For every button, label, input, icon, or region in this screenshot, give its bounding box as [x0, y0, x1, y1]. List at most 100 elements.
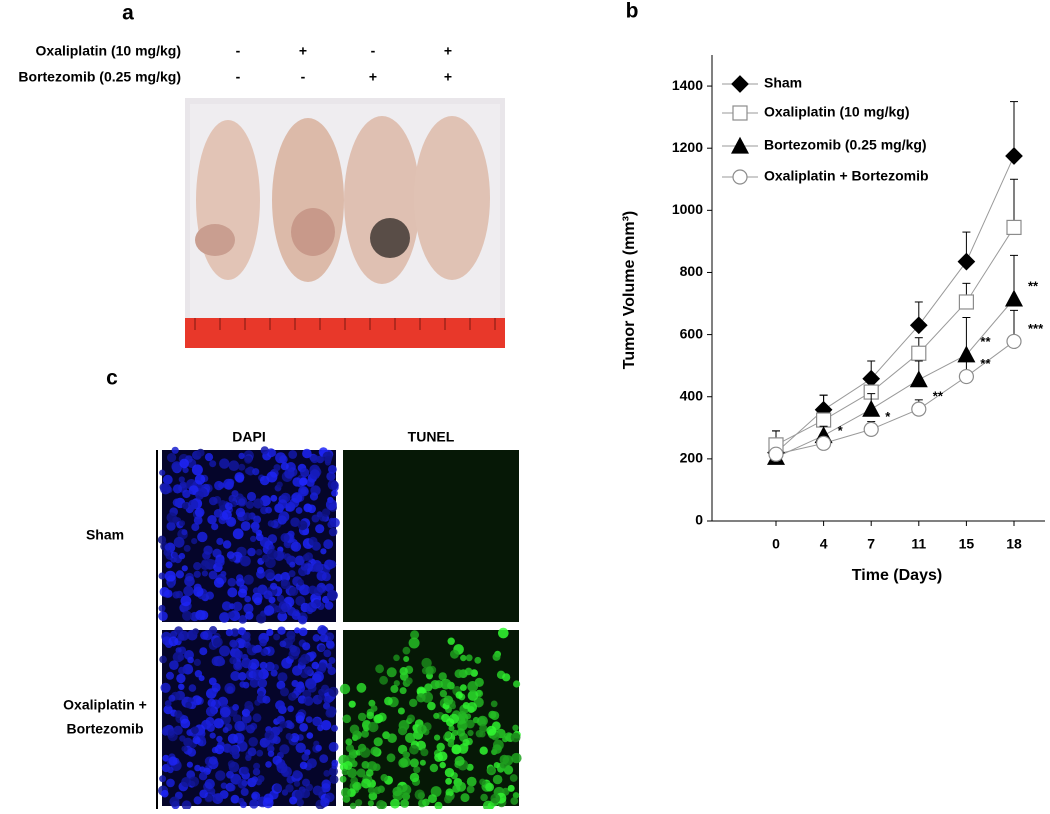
- nucleus: [427, 701, 436, 711]
- nucleus: [274, 573, 283, 582]
- nucleus: [352, 781, 362, 791]
- nucleus: [466, 702, 478, 713]
- nucleus: [277, 626, 286, 635]
- nucleus: [205, 591, 214, 600]
- nucleus: [252, 526, 259, 533]
- nucleus: [167, 581, 175, 589]
- nucleus: [188, 485, 199, 495]
- nucleus: [172, 484, 183, 494]
- marker: [768, 446, 784, 462]
- nucleus: [207, 698, 216, 708]
- nucleus: [256, 749, 264, 757]
- nucleus: [160, 682, 171, 693]
- nucleus: [439, 689, 448, 698]
- nucleus: [361, 730, 369, 738]
- nucleus: [315, 744, 322, 752]
- nucleus: [492, 652, 501, 661]
- nucleus: [399, 728, 406, 735]
- nucleus: [240, 788, 249, 796]
- nucleus: [444, 767, 455, 778]
- marker: [909, 370, 928, 388]
- nucleus: [199, 789, 208, 799]
- nucleus: [179, 735, 186, 742]
- marker: [909, 316, 928, 335]
- nucleus: [399, 687, 407, 695]
- nucleus: [367, 786, 375, 794]
- nucleus: [512, 792, 520, 799]
- nucleus: [277, 672, 288, 683]
- nucleus: [161, 789, 169, 798]
- legend-label: Oxaliplatin + Bortezomib: [764, 168, 929, 184]
- nucleus: [485, 782, 494, 792]
- nucleus: [166, 512, 177, 523]
- marker: [1006, 219, 1022, 236]
- legend-marker: [731, 136, 749, 154]
- nucleus: [480, 793, 488, 802]
- nucleus: [317, 662, 327, 672]
- nucleus: [243, 574, 254, 585]
- nucleus: [306, 732, 314, 739]
- nucleus: [475, 730, 484, 738]
- treatment-mark: -: [301, 69, 306, 85]
- nucleus: [222, 540, 232, 549]
- nucleus: [295, 595, 306, 606]
- nucleus: [211, 682, 221, 692]
- nucleus: [477, 715, 488, 727]
- nucleus: [217, 696, 229, 707]
- nucleus: [252, 669, 264, 681]
- nucleus: [285, 501, 296, 512]
- marker: [1006, 333, 1022, 350]
- nucleus: [234, 472, 245, 483]
- nucleus: [158, 611, 168, 621]
- nucleus: [277, 499, 288, 509]
- nucleus: [157, 535, 167, 544]
- nucleus: [440, 678, 452, 690]
- nucleus: [452, 729, 459, 737]
- nucleus: [299, 723, 308, 732]
- nucleus: [178, 552, 186, 560]
- nucleus: [386, 667, 397, 678]
- nucleus: [168, 756, 178, 766]
- nucleus: [290, 541, 302, 552]
- nucleus: [279, 640, 287, 648]
- nucleus: [188, 776, 200, 787]
- nucleus: [492, 774, 503, 785]
- nucleus: [302, 554, 310, 561]
- nucleus: [167, 766, 174, 774]
- nucleus: [490, 711, 500, 721]
- nucleus: [255, 548, 263, 556]
- nucleus: [409, 758, 419, 768]
- row-label: Sham: [86, 527, 124, 543]
- nucleus: [265, 506, 272, 514]
- nucleus: [490, 700, 498, 708]
- nucleus: [291, 492, 303, 503]
- nucleus: [303, 696, 314, 706]
- nucleus: [237, 588, 248, 598]
- nucleus: [327, 560, 337, 569]
- nucleus: [253, 762, 261, 770]
- significance: *: [885, 409, 891, 424]
- nucleus: [236, 639, 247, 649]
- nucleus: [465, 654, 473, 662]
- nucleus: [409, 698, 418, 708]
- nucleus: [280, 579, 291, 590]
- nucleus: [187, 747, 197, 757]
- nucleus: [297, 579, 305, 586]
- series-line: [775, 341, 1015, 455]
- nucleus: [448, 725, 455, 732]
- nucleus: [405, 732, 416, 744]
- nucleus: [280, 572, 288, 580]
- nucleus: [402, 751, 410, 758]
- nucleus: [259, 537, 270, 548]
- nucleus: [260, 446, 269, 455]
- nucleus: [252, 713, 262, 723]
- significance: **: [1028, 278, 1039, 293]
- nucleus: [361, 778, 372, 789]
- nucleus: [167, 729, 175, 736]
- nucleus: [309, 651, 317, 659]
- nucleus: [289, 561, 296, 568]
- nucleus: [464, 667, 473, 676]
- nucleus: [163, 549, 171, 557]
- nucleus: [324, 601, 334, 610]
- nucleus: [454, 669, 464, 679]
